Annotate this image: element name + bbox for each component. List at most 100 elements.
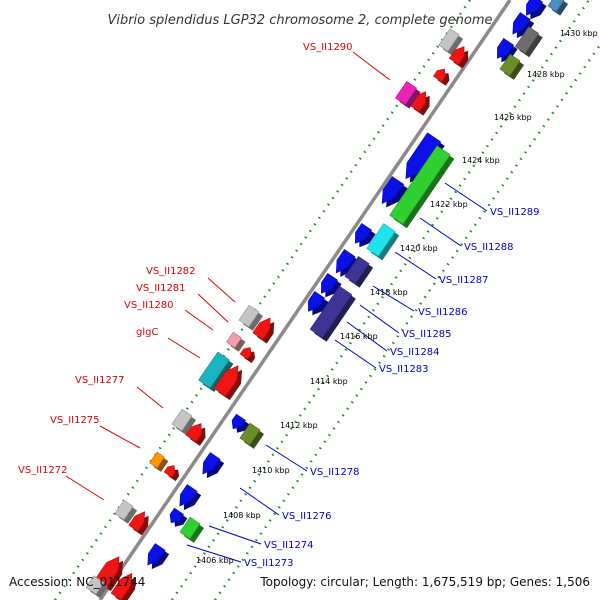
reverse-gene-olive-top[interactable] [499, 53, 525, 80]
reverse-gene-vs-ii1274[interactable] [169, 507, 188, 527]
reverse-gene-vs-ii1287-body [366, 223, 396, 257]
forward-gene-vs-ii1282[interactable] [238, 304, 264, 331]
reverse-gene-grey-dark[interactable] [514, 26, 543, 58]
gene-label-vs-ii1274[interactable]: VS_II1274 [264, 540, 314, 551]
gene-label-vs-ii1286[interactable]: VS_II1286 [418, 307, 468, 318]
forward-gene-red-bottom-b[interactable] [110, 572, 136, 600]
forward-gene-grey-bottom[interactable] [85, 575, 108, 599]
reverse-gene-vs-ii1287[interactable] [366, 223, 400, 261]
reverse-gene-blue-top-b[interactable] [526, 0, 547, 20]
gene-label-vs-ii1272[interactable]: VS_II1272 [18, 465, 68, 476]
kbp-tick-labels: 1406 kbp 1408 kbp 1410 kbp 1412 kbp 1414… [196, 29, 598, 565]
forward-gene-vs-ii1272[interactable] [114, 499, 138, 524]
kbp-label-1420: 1420 kbp [400, 244, 438, 253]
reverse-gene-blue-1276b[interactable] [179, 484, 202, 511]
gene-label-vs-ii1289[interactable]: VS_II1289 [490, 207, 540, 218]
forward-gene-red-1272b-body [128, 511, 145, 532]
gene-label-vs-ii1287[interactable]: VS_II1287 [439, 275, 489, 286]
forward-gene-glgc[interactable] [198, 351, 234, 392]
gene-label-vs-ii1285[interactable]: VS_II1285 [402, 329, 452, 340]
reverse-gene-blue-top-c[interactable] [497, 37, 518, 63]
reverse-gene-vs-ii1283[interactable] [309, 285, 356, 342]
forward-gene-vs-ii1290[interactable] [394, 80, 421, 109]
forward-gene-red-small[interactable] [433, 68, 450, 86]
reverse-gene-vs-ii1278[interactable] [239, 422, 265, 449]
reverse-gene-vs-ii1286-body [335, 249, 356, 274]
gene-label-vs-ii1282[interactable]: VS_II1282 [146, 266, 196, 277]
forward-gene-grey-top-body [438, 28, 460, 52]
gene-label-vs-ii1273[interactable]: VS_II1273 [244, 558, 294, 569]
leader-line-3 [184, 309, 214, 331]
forward-gene-red-1282b[interactable] [252, 317, 275, 344]
reverse-gene-steel-top[interactable] [547, 0, 569, 16]
forward-strand-gene-labels: VS_II1290 VS_II1282 VS_II1281 VS_II1280 … [18, 42, 353, 476]
gene-label-vs-ii1281[interactable]: VS_II1281 [136, 283, 186, 294]
reverse-gene-vs-ii1284-body [308, 290, 326, 312]
leader-line-18 [186, 544, 242, 563]
forward-gene-red-1275b[interactable] [163, 465, 180, 482]
reverse-gene-navy-1286-body [344, 256, 370, 284]
leader-line-6 [99, 425, 141, 449]
reverse-gene-vs-ii1274-body [169, 507, 184, 524]
kbp-label-1422: 1422 kbp [430, 200, 468, 209]
forward-gene-vs-ii1281[interactable] [226, 331, 246, 352]
reverse-gene-vs-ii1273-body [147, 543, 166, 566]
forward-gene-red-1277b[interactable] [185, 423, 206, 446]
reverse-strand-gene-labels: VS_II1289 VS_II1288 VS_II1287 VS_II1286 … [244, 207, 540, 569]
gene-label-glgc[interactable]: glgC [136, 327, 158, 338]
reverse-gene-vs-ii1284[interactable] [308, 290, 329, 316]
kbp-label-1428: 1428 kbp [527, 70, 565, 79]
reverse-gene-vs-ii1276[interactable] [202, 452, 225, 479]
reverse-gene-vs-ii1289[interactable] [389, 145, 455, 229]
reverse-gene-blue-1289a-body [405, 132, 442, 180]
leader-line-13 [346, 321, 388, 352]
reverse-gene-vs-ii1278-body [239, 422, 261, 446]
kbp-label-1406: 1406 kbp [196, 556, 234, 565]
forward-gene-grey-top[interactable] [438, 28, 464, 56]
gene-label-vs-ii1275[interactable]: VS_II1275 [50, 415, 100, 426]
inner-tick-dots [213, 44, 600, 600]
reverse-gene-grey-dark-body [514, 26, 540, 54]
reverse-gene-blue-top-a[interactable] [512, 12, 535, 39]
kbp-label-1408: 1408 kbp [223, 511, 261, 520]
reverse-gene-vs-ii1286[interactable] [335, 249, 360, 277]
reverse-gene-vs-ii1273[interactable] [147, 543, 170, 570]
forward-gene-red-glgc[interactable] [213, 365, 243, 401]
forward-gene-vs-ii1277[interactable] [171, 408, 197, 435]
gene-label-vs-ii1284[interactable]: VS_II1284 [390, 347, 440, 358]
forward-gene-red-1272b[interactable] [128, 511, 149, 536]
middle-tick-dots [170, 0, 591, 600]
leader-line-7 [65, 475, 105, 501]
reverse-gene-vs-ii1288-body [355, 222, 373, 244]
gene-label-vs-ii1276[interactable]: VS_II1276 [282, 511, 332, 522]
kbp-label-1424: 1424 kbp [462, 156, 500, 165]
kbp-label-1414: 1414 kbp [310, 377, 348, 386]
forward-gene-red-top-body [448, 46, 465, 65]
forward-gene-vs-ii1281-shadow [230, 336, 246, 352]
reverse-gene-blue-1289b[interactable] [381, 176, 408, 208]
reverse-gene-vs-ii1285-body [321, 272, 339, 294]
reverse-gene-blue-top-a-body [512, 12, 531, 35]
forward-gene-vs-ii1290-body [394, 80, 418, 106]
genome-backbone [98, 0, 512, 600]
reverse-gene-vs-ii1285[interactable] [321, 272, 342, 298]
reverse-gene-vs-ii1288[interactable] [355, 222, 376, 248]
forward-gene-grey-bottom-body [85, 575, 105, 595]
forward-gene-red-top[interactable] [448, 46, 469, 69]
forward-gene-vs-ii1280[interactable] [239, 347, 256, 364]
forward-gene-vs-ii1280-body [239, 347, 252, 360]
kbp-label-1412: 1412 kbp [280, 421, 318, 430]
leader-line-15 [265, 444, 308, 472]
gene-label-vs-ii1280[interactable]: VS_II1280 [124, 300, 174, 311]
reverse-gene-navy-1286[interactable] [344, 256, 374, 288]
gene-label-vs-ii1278[interactable]: VS_II1278 [310, 467, 360, 478]
gene-label-vs-ii1277[interactable]: VS_II1277 [75, 375, 125, 386]
kbp-label-1418: 1418 kbp [370, 288, 408, 297]
gene-label-vs-ii1290[interactable]: VS_II1290 [303, 42, 353, 53]
forward-gene-red-glgc-body [213, 365, 239, 397]
reverse-gene-green-1274[interactable] [179, 516, 205, 543]
reverse-gene-vs-ii1276-body [202, 452, 221, 475]
gene-label-vs-ii1288[interactable]: VS_II1288 [464, 242, 514, 253]
forward-gene-vs-ii1275[interactable] [149, 451, 169, 472]
gene-label-vs-ii1283[interactable]: VS_II1283 [379, 364, 429, 375]
